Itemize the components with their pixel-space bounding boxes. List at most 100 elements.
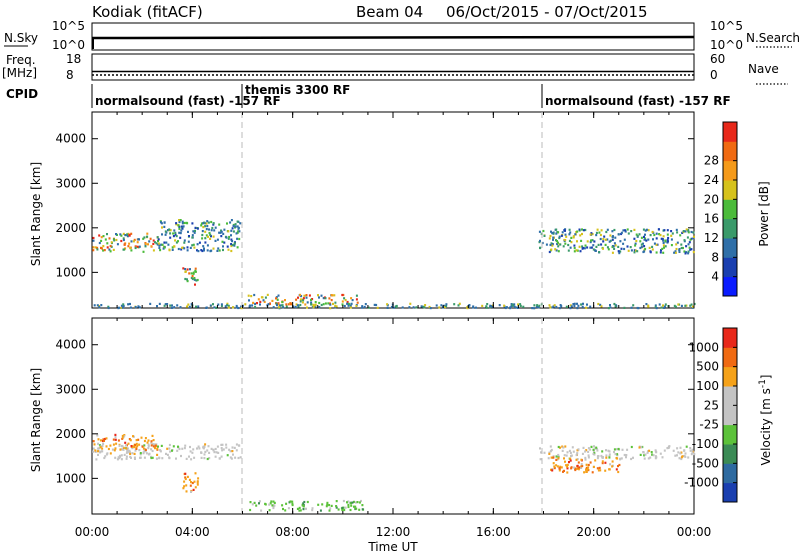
range-cell [125,455,128,458]
range-cell [557,453,560,457]
cpid-segment-2: themis 3300 RF [245,83,350,97]
range-cell [302,299,305,302]
range-cell [291,502,294,505]
range-cell [576,240,578,243]
range-cell [181,220,184,223]
range-cell [347,505,350,509]
range-cell [644,229,647,232]
range-cell [576,467,578,470]
range-cell [605,449,607,452]
range-cell [578,245,581,248]
range-cell [310,298,312,301]
range-cell [156,453,159,456]
range-cell [281,304,284,307]
range-cell [139,456,141,459]
range-cell [358,501,361,504]
range-cell [122,238,125,242]
range-cell [132,240,135,243]
range-cell [539,447,541,450]
range-cell [203,249,205,252]
range-cell [311,298,314,301]
range-cell [335,500,338,503]
range-cell [683,449,686,452]
range-cell [574,468,577,472]
range-cell [599,469,602,472]
range-cell [676,241,679,244]
nave-scale-top: 60 [710,52,725,66]
range-cell [489,304,492,307]
range-cell [214,447,217,451]
range-cell [277,303,280,306]
range-cell [127,245,130,248]
range-cell [314,301,317,304]
range-cell [626,245,629,248]
range-cell [119,448,122,451]
range-cell [558,467,561,470]
range-cell [194,270,197,273]
range-cell [306,306,308,309]
range-cell [203,453,206,456]
range-cell [200,224,203,227]
range-cell [125,444,127,447]
range-cell [230,238,233,241]
range-cell [226,302,229,305]
range-cell [608,450,611,453]
range-cell [569,459,572,462]
range-cell [683,239,686,242]
range-cell [565,464,568,467]
range-cell [614,244,617,247]
range-cell [160,444,163,447]
range-cell [150,448,153,451]
beam-label: Beam 04 [356,3,423,21]
range-cell [676,454,678,457]
range-cell [585,469,588,472]
range-cell [609,304,611,307]
range-cell [675,243,678,246]
range-cell [204,450,207,453]
time-axis: 00:00 04:00 08:00 12:00 16:00 20:00 00:00 [75,112,711,539]
range-cell [181,227,184,230]
range-cell [138,238,140,241]
range-cell [661,247,664,250]
range-cell [249,501,252,504]
range-cell [684,452,687,455]
range-cell [601,462,604,465]
range-cell [620,457,623,460]
range-cell [642,451,645,454]
range-cell [314,305,317,308]
range-cell [576,230,579,233]
range-cell [143,439,146,443]
range-cell [335,505,338,508]
range-cell [273,501,276,504]
range-cell [131,447,134,450]
range-cell [225,236,228,239]
range-cell [177,224,180,227]
range-cell [558,236,561,240]
range-cell [186,246,189,249]
range-cell [185,457,188,460]
range-cell [692,231,695,234]
range-cell [281,301,284,304]
range-cell [647,450,649,453]
range-cell [237,230,240,233]
range-cell [619,458,622,461]
range-cell [617,233,620,236]
range-cell [144,245,147,248]
range-cell [231,450,234,453]
range-cell [194,486,197,489]
range-cell [606,228,609,231]
range-cell [346,300,349,304]
range-cell [172,235,175,238]
range-cell [557,241,559,244]
range-cell [302,502,305,505]
power-colorbar: 4 8 12 16 20 24 28 [704,121,738,297]
range-cell [285,502,288,505]
colorbar-tick-label: 25 [704,398,719,412]
range-cell [645,228,648,231]
range-cell [200,456,203,459]
range-cell [204,237,207,240]
range-cell [106,246,109,249]
range-cell [548,250,551,254]
range-cell [145,452,148,455]
range-cell [236,225,239,228]
